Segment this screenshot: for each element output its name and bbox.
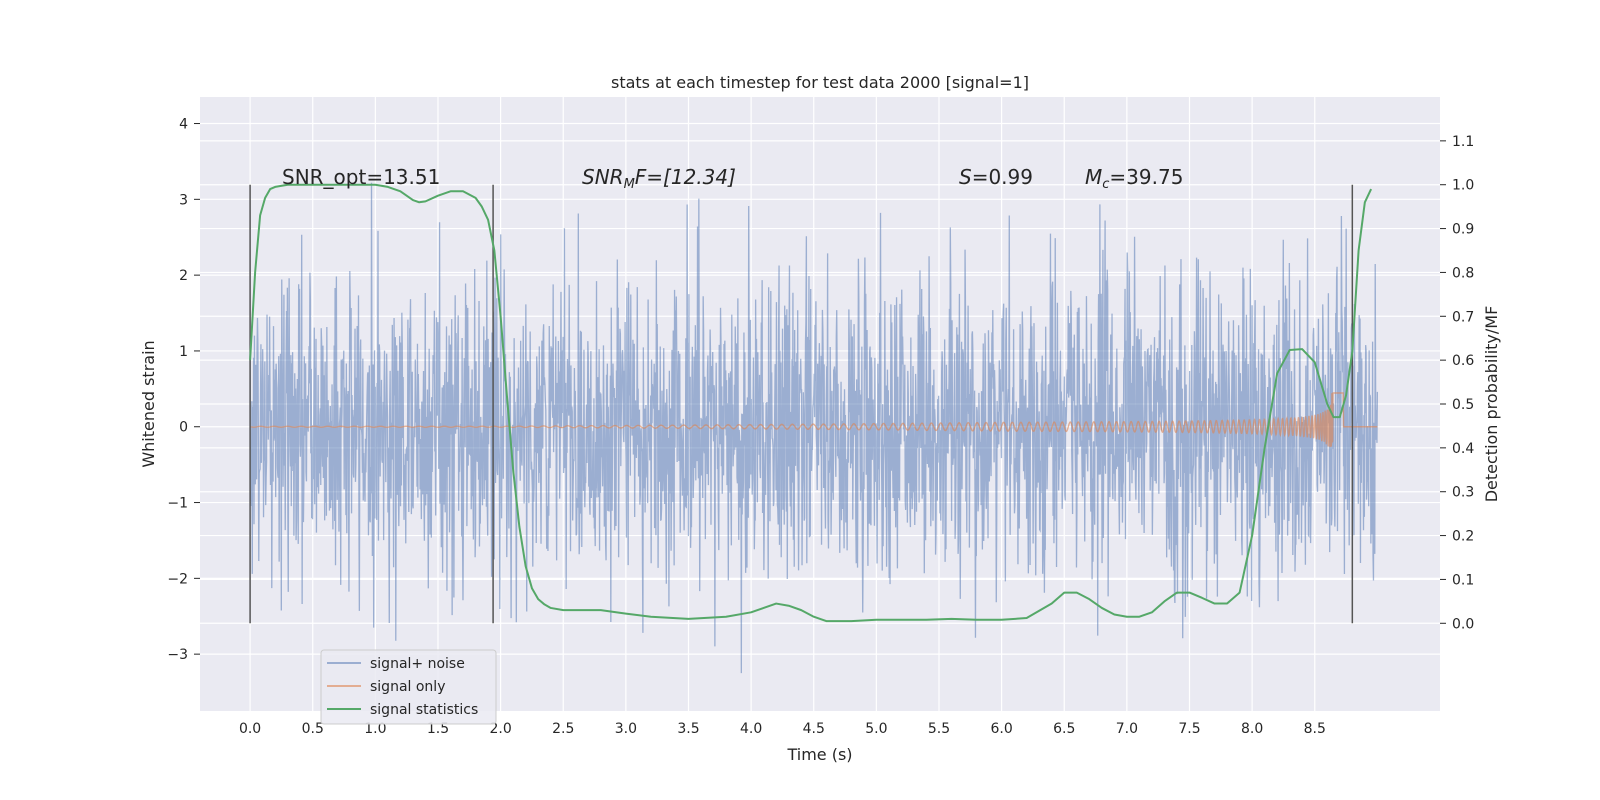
annotation-s-letter: S: [959, 165, 972, 189]
legend-label-signal-only: signal only: [370, 679, 445, 695]
x-tick-label: 2.0: [489, 721, 511, 737]
x-tick-label: 3.0: [615, 721, 637, 737]
x-tick-label: 8.0: [1241, 721, 1263, 737]
legend-label-signal-noise: signal+ noise: [370, 656, 465, 672]
annotation-mc-sub: c: [1102, 177, 1109, 192]
x-tick-label: 0.0: [239, 721, 261, 737]
annotation-snr-mf-prefix: SNR: [582, 165, 624, 189]
x-tick-label: 5.5: [928, 721, 950, 737]
annotation-mc-letter: M: [1085, 165, 1102, 189]
legend: signal+ noise signal only signal statist…: [320, 649, 497, 725]
annotation-snr-opt: SNR_opt=13.51: [282, 165, 440, 189]
x-tick-label: 5.0: [865, 721, 887, 737]
data-layer: [249, 182, 1379, 674]
x-tick-label: 1.5: [427, 721, 449, 737]
annotation-snr-mf-sub: M: [624, 177, 635, 192]
y2-tick-label: 0.4: [1452, 441, 1474, 457]
y-tick-label: 1: [179, 344, 188, 360]
y2-tick-label: 0.9: [1452, 222, 1474, 238]
annotation-snr-mf-suffix: F=[12.34]: [635, 165, 736, 189]
x-tick-label: 0.5: [302, 721, 324, 737]
y2-tick-label: 0.2: [1452, 529, 1474, 545]
y-tick-label: 3: [179, 192, 188, 208]
annotation-mc-value: =39.75: [1109, 165, 1183, 189]
x-tick-label: 6.0: [990, 721, 1012, 737]
x-tick-label: 6.5: [1053, 721, 1075, 737]
y2-tick-label: 0.3: [1452, 485, 1474, 501]
x-axis-label: Time (s): [786, 745, 852, 764]
x-tick-label: 3.5: [677, 721, 699, 737]
x-tick-label: 4.0: [740, 721, 762, 737]
y2-tick-label: 0.5: [1452, 397, 1474, 413]
x-tick-label: 1.0: [364, 721, 386, 737]
y-tick-label: 0: [179, 420, 188, 436]
annotation-s-value: =0.99: [972, 165, 1033, 189]
y-tick-label: −3: [167, 647, 188, 663]
x-tick-label: 2.5: [552, 721, 574, 737]
chart-title: stats at each timestep for test data 200…: [611, 73, 1029, 92]
y-tick-label: 2: [179, 268, 188, 284]
y2-tick-label: 1.1: [1452, 134, 1474, 150]
y-tick-label: −2: [167, 571, 188, 587]
x-tick-label: 7.5: [1178, 721, 1200, 737]
y2-tick-label: 0.6: [1452, 353, 1474, 369]
y2-tick-label: 0.0: [1452, 616, 1474, 632]
y2-tick-label: 0.8: [1452, 265, 1474, 281]
series-signal-noise-line: [249, 182, 1379, 674]
x-tick-label: 4.5: [803, 721, 825, 737]
legend-box: [320, 649, 497, 725]
annotation-s: S=0.99: [959, 165, 1033, 189]
y2-axis-label: Detection probability/MF: [1482, 306, 1501, 503]
annotation-snr-mf: SNRMF=[12.34]: [582, 165, 736, 192]
y2-tick-label: 1.0: [1452, 178, 1474, 194]
x-tick-label: 7.0: [1116, 721, 1138, 737]
y-tick-label: −1: [167, 496, 188, 512]
annotation-mc: Mc=39.75: [1085, 165, 1183, 192]
annotations: SNR_opt=13.51 SNRMF=[12.34] S=0.99 Mc=39…: [282, 165, 1183, 192]
series-signal-only-line: [249, 392, 1378, 448]
axis-ticks: 0.0 0.5 1.0 1.5 2.0 2.5 3.0 3.5 4.0 4.5 5.0 5.5 6.0 6…: [167, 117, 1474, 737]
x-tick-label: 8.5: [1304, 721, 1326, 737]
y2-tick-label: 0.7: [1452, 309, 1474, 325]
legend-label-signal-statistics: signal statistics: [370, 702, 478, 718]
series-signal-statistics-line: [249, 183, 1373, 623]
y-tick-label: 4: [179, 117, 188, 133]
y-axis-label: Whitened strain: [139, 340, 158, 467]
y2-tick-label: 0.1: [1452, 572, 1474, 588]
